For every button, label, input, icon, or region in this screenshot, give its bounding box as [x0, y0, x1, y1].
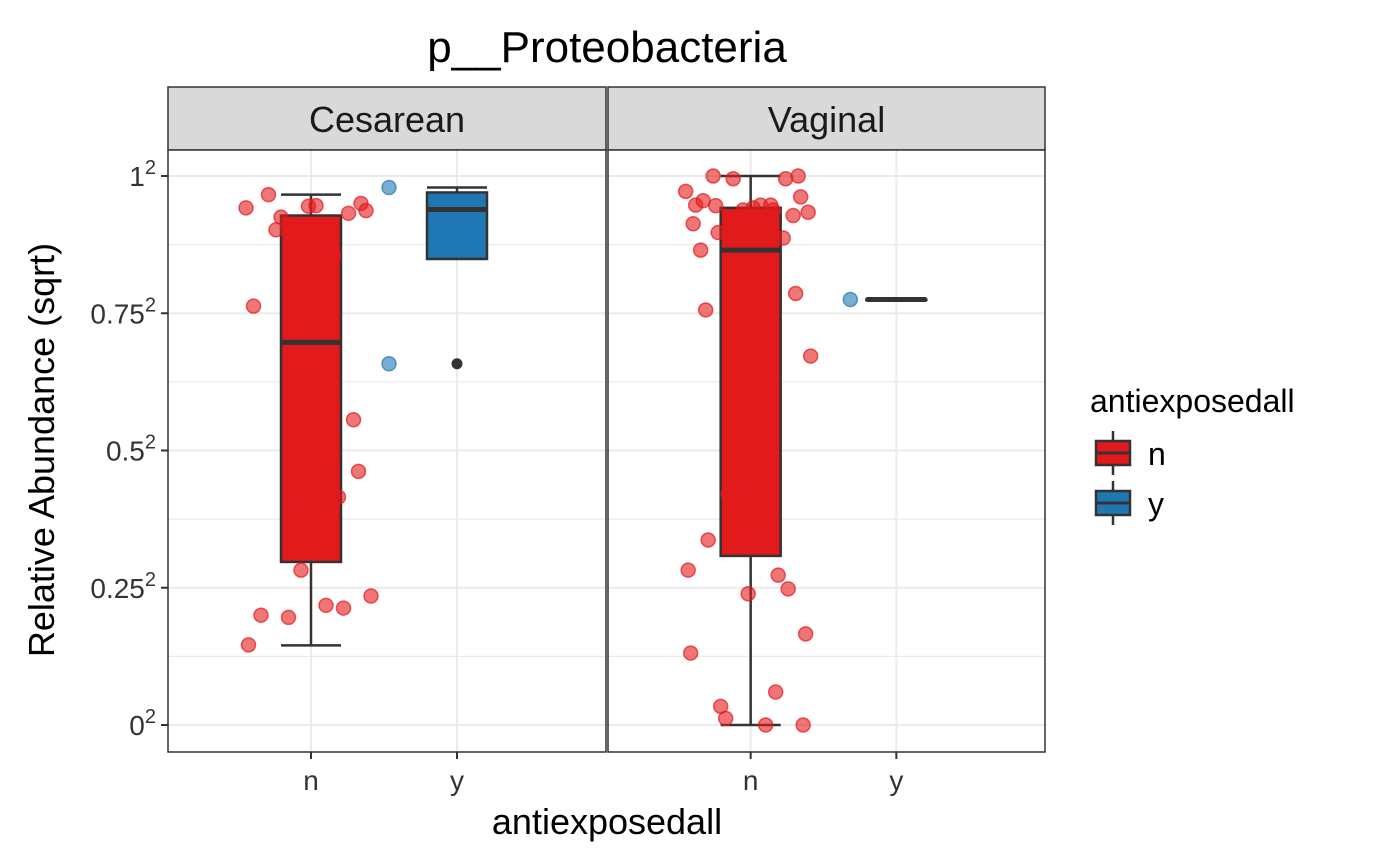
data-point [797, 626, 814, 642]
x-tick-label: y [450, 765, 464, 796]
data-point [318, 597, 334, 614]
y-tick-label: 12 [129, 157, 156, 192]
data-point [757, 717, 774, 733]
data-point [780, 581, 796, 597]
data-point [710, 224, 726, 241]
box-iqr [719, 206, 782, 558]
data-point [705, 168, 721, 184]
data-point [680, 562, 696, 578]
legend-label: n [1148, 436, 1166, 472]
data-point [300, 198, 317, 214]
data-point [293, 562, 309, 578]
data-point [787, 285, 804, 302]
legend: antiexposedall ny [1090, 383, 1295, 525]
data-point [240, 637, 257, 653]
box-iqr [425, 191, 489, 261]
data-point [777, 170, 794, 187]
data-point [363, 588, 379, 604]
data-point [727, 469, 744, 485]
data-point [697, 302, 714, 318]
data-point [725, 170, 741, 187]
data-point [692, 242, 709, 258]
data-point [677, 183, 694, 200]
facet-panels: Cesarean n y Vaginal n y 02 0.252 0.52 0.752 12 [90, 86, 1046, 796]
x-tick-label: y [889, 765, 903, 796]
data-point [381, 356, 397, 372]
data-point [245, 298, 262, 314]
legend-title: antiexposedall [1090, 383, 1295, 419]
box-n [238, 186, 379, 653]
data-point [740, 586, 756, 602]
y-axis: 02 0.252 0.52 0.752 12 [90, 157, 168, 741]
data-point [345, 412, 362, 428]
y-tick-label: 0.252 [90, 569, 156, 604]
data-point [335, 600, 352, 616]
data-point [381, 179, 397, 196]
data-point [330, 489, 347, 505]
data-point [792, 189, 809, 205]
facet-panel-vaginal: Vaginal n y [607, 86, 1046, 796]
data-point [280, 609, 297, 626]
data-point [842, 291, 859, 308]
box-y [842, 291, 928, 308]
data-point [720, 486, 736, 502]
data-point [767, 684, 784, 700]
facet-strip-label: Cesarean [309, 99, 465, 140]
data-point [358, 202, 374, 219]
y-tick-label: 0.752 [90, 294, 156, 329]
x-axis-title: antiexposedall [492, 801, 722, 842]
data-point [800, 204, 816, 220]
facet-strip [167, 86, 607, 151]
box-y [381, 179, 489, 372]
x-tick-label: n [303, 765, 319, 796]
data-point [785, 207, 801, 224]
facet-panel-cesarean: Cesarean n y [167, 86, 607, 796]
data-point [682, 645, 699, 661]
data-point [273, 209, 289, 225]
data-point [762, 197, 779, 213]
data-point [325, 247, 342, 264]
data-point [285, 494, 302, 510]
data-point [260, 186, 277, 203]
y-axis-title: Relative Abundance (sqrt) [21, 243, 62, 657]
panel-border [607, 149, 1046, 753]
data-point [253, 607, 269, 623]
data-point [717, 710, 734, 727]
legend-item-n: n [1094, 431, 1166, 475]
y-tick-label: 02 [129, 706, 156, 741]
data-point [802, 348, 819, 364]
data-point [700, 532, 716, 548]
data-point [795, 717, 811, 733]
legend-item-y: y [1094, 481, 1164, 525]
outlier-point [451, 358, 463, 370]
data-point [238, 200, 254, 216]
data-point [747, 527, 764, 543]
legend-label: y [1148, 486, 1164, 522]
data-point [775, 230, 791, 246]
box-n [677, 168, 819, 733]
facet-strip-label: Vaginal [768, 99, 885, 140]
data-point [790, 168, 806, 184]
data-point [685, 216, 701, 232]
y-tick-label: 0.52 [106, 432, 156, 467]
data-point [695, 192, 711, 209]
box-iqr [279, 214, 343, 564]
data-point [340, 205, 357, 222]
data-point [745, 200, 761, 216]
x-tick-label: n [743, 765, 759, 796]
data-point [770, 567, 786, 583]
facet-strip [607, 86, 1046, 151]
data-point [350, 463, 367, 480]
chart-title: p__Proteobacteria [427, 23, 787, 72]
